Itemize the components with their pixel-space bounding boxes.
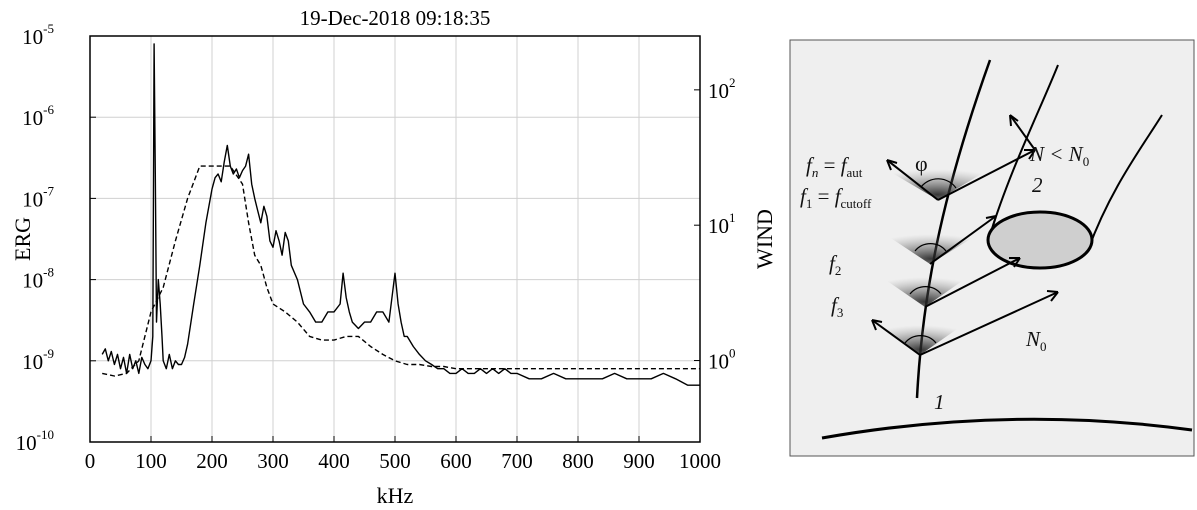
- x-tick-label: 800: [562, 449, 594, 473]
- x-tick-label: 0: [85, 449, 96, 473]
- series-line-solid: [102, 44, 700, 385]
- y-left-tick-label: 10-6: [22, 102, 54, 130]
- x-tick-label: 900: [623, 449, 655, 473]
- x-tick-label: 200: [196, 449, 228, 473]
- x-tick-label: 300: [257, 449, 289, 473]
- y-left-tick-label: 10-5: [22, 21, 54, 49]
- y-left-tick-label: 10-10: [16, 427, 54, 455]
- series-layer: [102, 44, 700, 385]
- label-region-1: 1: [934, 390, 945, 414]
- y-left-tick-label: 10-9: [22, 346, 54, 374]
- label-phi: φ: [915, 151, 928, 176]
- chart-title: 19-Dec-2018 09:18:35: [300, 6, 491, 30]
- x-tick-label: 1000: [679, 449, 721, 473]
- x-tick-label: 100: [135, 449, 167, 473]
- x-tick-label: 500: [379, 449, 411, 473]
- y-left-tick-label: 10-8: [22, 265, 54, 293]
- x-tick-label: 400: [318, 449, 350, 473]
- label-region-2: 2: [1032, 173, 1043, 197]
- y-right-axis-label: WIND: [752, 209, 777, 269]
- y-right-tick-label: 102: [708, 75, 736, 103]
- y-left-tick-label: 10-7: [22, 183, 54, 211]
- density-cavity: [988, 212, 1092, 268]
- label-n-less-n0: N < N0: [1029, 142, 1089, 169]
- x-tick-label: 600: [440, 449, 472, 473]
- series-line-dashed: [102, 166, 700, 376]
- x-axis-label: kHz: [377, 483, 414, 508]
- x-tick-label: 700: [501, 449, 533, 473]
- y-left-axis-label: ERG: [10, 217, 35, 261]
- chart-panel: 19-Dec-2018 09:18:35 0 100 200 300 400 500 600…: [10, 6, 777, 508]
- y-right-tick-label: 101: [708, 210, 736, 238]
- propagation-diagram: fn = faut f1 = fcutoff f2 f3 φ N < N0 N0…: [790, 40, 1194, 456]
- y-right-tick-label: 100: [708, 346, 736, 374]
- grid: [90, 36, 700, 442]
